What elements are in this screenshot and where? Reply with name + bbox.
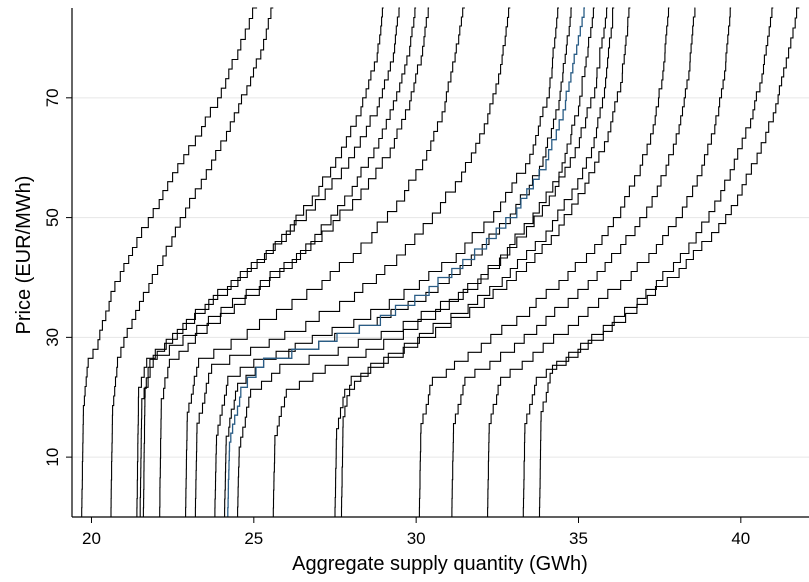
supply-curve-2 <box>110 7 274 517</box>
supply-curve-5 <box>142 7 417 517</box>
gridlines <box>72 97 809 458</box>
supply-curves <box>81 7 800 517</box>
supply-curve-9 <box>214 7 559 517</box>
y-tick-label-30: 30 <box>43 328 62 347</box>
y-tick-label-50: 50 <box>43 208 62 227</box>
y-axis-title: Price (EUR/MWh) <box>13 176 35 335</box>
supply-curve-19 <box>538 7 800 517</box>
supply-curve-4 <box>139 7 400 517</box>
x-axis-title: Aggregate supply quantity (GWh) <box>292 553 588 575</box>
supply-curve-8 <box>194 7 511 517</box>
supply-curve-20 <box>227 7 585 517</box>
x-tick-label-40: 40 <box>731 529 750 548</box>
supply-curve-6 <box>159 7 430 517</box>
supply-curve-1 <box>81 7 258 517</box>
y-tick-label-10: 10 <box>43 448 62 467</box>
y-tick-label-70: 70 <box>43 88 62 107</box>
supply-curve-17 <box>487 7 732 517</box>
x-ticks: 20 25 30 35 40 <box>82 517 750 548</box>
supply-curve-13 <box>334 7 615 517</box>
x-tick-label-30: 30 <box>407 529 426 548</box>
x-tick-label-20: 20 <box>82 529 101 548</box>
supply-curve-3 <box>136 7 384 517</box>
supply-curve-12 <box>272 7 608 517</box>
x-tick-label-25: 25 <box>244 529 263 548</box>
axes <box>71 8 809 518</box>
y-ticks: 10 30 50 70 <box>43 88 72 467</box>
supply-curve-7 <box>185 7 465 517</box>
supply-curve-16 <box>451 7 696 517</box>
supply-curve-10 <box>224 7 572 517</box>
supply-curve-15 <box>418 7 670 517</box>
supply-curve-18 <box>522 7 774 517</box>
x-tick-label-35: 35 <box>569 529 588 548</box>
supply-curve-14 <box>340 7 631 517</box>
